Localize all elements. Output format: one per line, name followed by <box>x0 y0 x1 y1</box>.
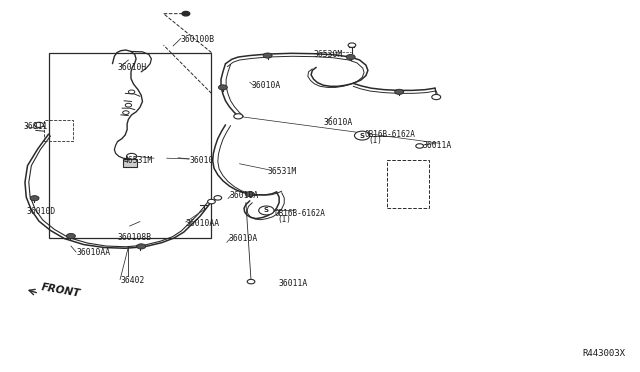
Circle shape <box>416 144 424 148</box>
Circle shape <box>127 153 137 159</box>
Circle shape <box>30 196 39 201</box>
Circle shape <box>355 131 370 140</box>
Text: 36402: 36402 <box>120 276 145 285</box>
Circle shape <box>218 85 227 90</box>
Text: 36530M: 36530M <box>314 50 343 59</box>
Text: 0B16B-6162A: 0B16B-6162A <box>365 129 415 139</box>
Circle shape <box>125 103 132 107</box>
Circle shape <box>259 206 274 215</box>
Text: 360100B: 360100B <box>180 35 215 44</box>
Circle shape <box>214 196 221 200</box>
Circle shape <box>123 111 129 115</box>
Circle shape <box>67 234 76 238</box>
Text: S: S <box>360 132 365 139</box>
Circle shape <box>247 279 255 284</box>
Circle shape <box>432 94 441 100</box>
Text: 36010: 36010 <box>189 155 214 164</box>
Text: 46531M: 46531M <box>124 155 152 164</box>
Circle shape <box>35 122 44 128</box>
Bar <box>124 158 138 167</box>
Bar <box>44 121 73 141</box>
Text: 360108B: 360108B <box>118 232 152 242</box>
Circle shape <box>182 12 189 16</box>
Text: 36010AA: 36010AA <box>76 248 110 257</box>
Text: 36010A: 36010A <box>251 81 280 90</box>
Circle shape <box>137 244 146 249</box>
Text: 0B16B-6162A: 0B16B-6162A <box>274 209 325 218</box>
Text: 36011A: 36011A <box>422 141 451 150</box>
Circle shape <box>245 192 254 197</box>
Text: 36010A: 36010A <box>323 119 353 128</box>
Text: (1): (1) <box>278 215 292 224</box>
Text: S: S <box>264 208 269 214</box>
Text: 36011: 36011 <box>23 122 47 131</box>
Circle shape <box>263 53 272 58</box>
Text: 36010D: 36010D <box>26 208 56 217</box>
Text: 36010AA: 36010AA <box>186 219 220 228</box>
Text: 36010H: 36010H <box>118 63 147 72</box>
Circle shape <box>348 43 356 47</box>
Text: (1): (1) <box>369 135 383 145</box>
Circle shape <box>207 199 215 204</box>
Circle shape <box>346 54 355 60</box>
Circle shape <box>234 114 243 119</box>
Text: 36011A: 36011A <box>278 279 308 288</box>
Circle shape <box>129 90 135 94</box>
Circle shape <box>395 89 404 94</box>
Text: 36010A: 36010A <box>229 191 259 200</box>
Text: FRONT: FRONT <box>40 282 81 299</box>
Bar <box>49 52 211 238</box>
Bar <box>387 160 429 208</box>
Text: 36531M: 36531M <box>268 167 297 176</box>
Text: R443003X: R443003X <box>582 349 625 358</box>
Text: 36010A: 36010A <box>228 234 257 243</box>
